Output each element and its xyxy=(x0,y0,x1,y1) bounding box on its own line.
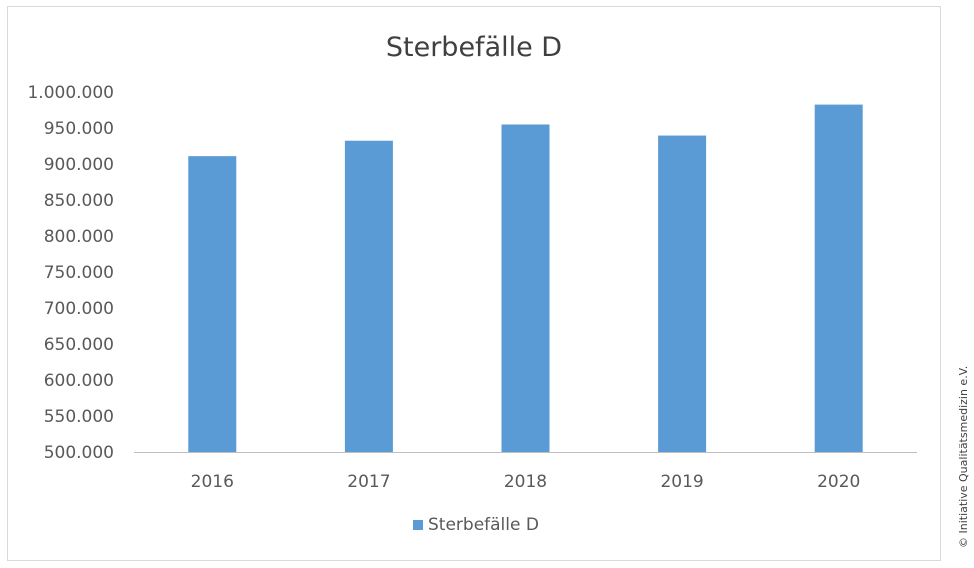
y-tick-label: 600.000 xyxy=(44,371,114,391)
y-tick-label: 550.000 xyxy=(44,407,114,427)
legend-label: Sterbefälle D xyxy=(428,515,539,535)
y-tick-label: 650.000 xyxy=(44,335,114,355)
bars xyxy=(188,104,863,453)
chart-title: Sterbefälle D xyxy=(386,32,562,63)
legend: Sterbefälle D xyxy=(413,515,539,535)
x-tick-label: 2019 xyxy=(660,472,703,492)
y-tick-label: 750.000 xyxy=(44,263,114,283)
bar-2019 xyxy=(658,135,707,452)
bar-2018 xyxy=(501,124,550,453)
chart-frame xyxy=(7,6,941,561)
y-tick-label: 800.000 xyxy=(44,227,114,247)
legend-swatch xyxy=(413,520,423,530)
y-tick-label: 500.000 xyxy=(44,443,114,463)
bar-2020 xyxy=(814,104,863,452)
y-tick-label: 850.000 xyxy=(44,191,114,211)
x-tick-label: 2017 xyxy=(347,472,390,492)
x-tick-label: 2016 xyxy=(191,472,234,492)
y-tick-label: 700.000 xyxy=(44,299,114,319)
x-tick-label: 2018 xyxy=(504,472,547,492)
x-tick-label: 2020 xyxy=(817,472,860,492)
y-tick-label: 950.000 xyxy=(44,119,114,139)
y-tick-label: 1.000.000 xyxy=(27,83,114,103)
y-tick-label: 900.000 xyxy=(44,155,114,175)
bar-2017 xyxy=(344,140,393,452)
bar-2016 xyxy=(188,156,237,453)
copyright-notice: © Initiative Qualitätsmedizin e.V. xyxy=(957,365,970,548)
x-axis-tick-labels: 2016 2017 2018 2019 2020 xyxy=(191,472,861,492)
y-axis-tick-labels: 500.000 550.000 600.000 650.000 700.000 750.0… xyxy=(27,83,114,463)
